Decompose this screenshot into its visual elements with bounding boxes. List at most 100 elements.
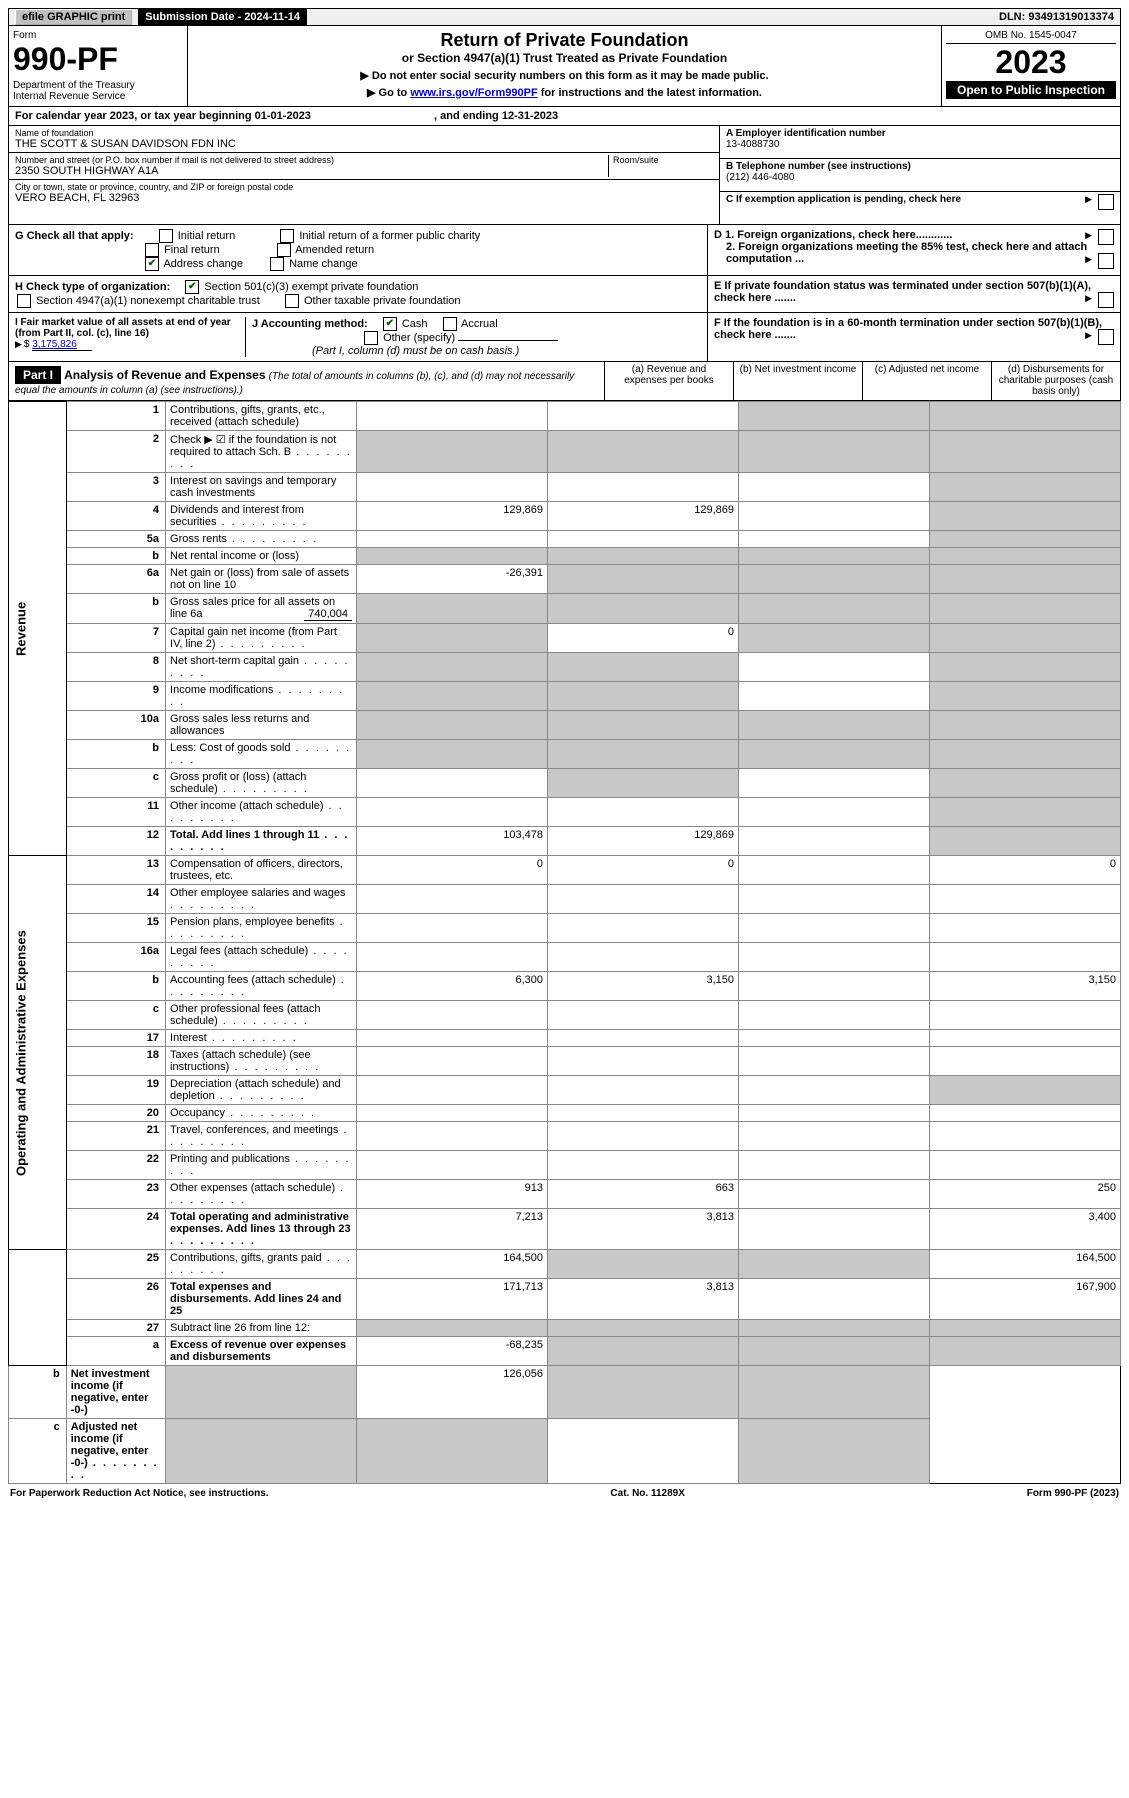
col-c-value [548, 1419, 739, 1484]
col-c-value [738, 711, 929, 740]
col-b-value [548, 548, 739, 565]
line-description: Capital gain net income (from Part IV, l… [166, 624, 357, 653]
department-label: Department of the TreasuryInternal Reven… [13, 80, 183, 102]
line-description: Other expenses (attach schedule) [166, 1180, 357, 1209]
cb-final-return[interactable] [145, 243, 159, 257]
expenses-side-label: Operating and Administrative Expenses [9, 856, 67, 1250]
col-a-value [166, 1366, 357, 1419]
line-description: Interest on savings and temporary cash i… [166, 473, 357, 502]
col-d-value [929, 914, 1120, 943]
table-row: 20Occupancy [9, 1105, 1121, 1122]
line-number: 11 [66, 798, 165, 827]
col-c-value [738, 1337, 929, 1366]
col-c-value [738, 740, 929, 769]
cb-other-method[interactable] [364, 331, 378, 345]
irs-link[interactable]: www.irs.gov/Form990PF [410, 87, 537, 99]
col-a-value [357, 653, 548, 682]
line-number: 19 [66, 1076, 165, 1105]
line-number: 2 [66, 431, 165, 473]
efile-button[interactable]: efile GRAPHIC print [15, 9, 132, 25]
col-c-value [738, 1047, 929, 1076]
col-d-value [929, 885, 1120, 914]
line-number: 15 [66, 914, 165, 943]
fmv-value[interactable]: 3,175,826 [32, 339, 92, 351]
cb-name-change[interactable] [270, 257, 284, 271]
line-number: a [66, 1337, 165, 1366]
cb-address-change[interactable] [145, 257, 159, 271]
d1-row: D 1. Foreign organizations, check here..… [714, 229, 1114, 241]
opt-final: Final return [164, 244, 220, 256]
blank-side [9, 1250, 67, 1366]
col-b-value [548, 1337, 739, 1366]
table-row: 10aGross sales less returns and allowanc… [9, 711, 1121, 740]
col-a-value [357, 943, 548, 972]
arrow-icon [1085, 229, 1094, 241]
table-row: 16aLegal fees (attach schedule) [9, 943, 1121, 972]
cal-end: 12-31-2023 [502, 110, 558, 122]
d1-checkbox[interactable] [1098, 229, 1114, 245]
col-c-value [738, 653, 929, 682]
info-left: Name of foundation THE SCOTT & SUSAN DAV… [9, 126, 719, 224]
f-label: F If the foundation is in a 60-month ter… [714, 317, 1102, 341]
cb-initial-return[interactable] [159, 229, 173, 243]
col-c-value [738, 1122, 929, 1151]
f-checkbox[interactable] [1098, 329, 1114, 345]
col-a-value: 164,500 [357, 1250, 548, 1279]
cb-other-taxable[interactable] [285, 294, 299, 308]
col-b-value [548, 1030, 739, 1047]
table-row: 21Travel, conferences, and meetings [9, 1122, 1121, 1151]
col-c-value [738, 856, 929, 885]
line-description: Contributions, gifts, grants paid [166, 1250, 357, 1279]
table-row: bNet rental income or (loss) [9, 548, 1121, 565]
line-number: b [66, 594, 165, 624]
cb-4947[interactable] [17, 294, 31, 308]
table-row: 27Subtract line 26 from line 12: [9, 1320, 1121, 1337]
cb-initial-former[interactable] [280, 229, 294, 243]
line-description: Check ▶ ☑ if the foundation is not requi… [166, 431, 357, 473]
table-row: 7Capital gain net income (from Part IV, … [9, 624, 1121, 653]
col-d-value [929, 1151, 1120, 1180]
col-a-value: -68,235 [357, 1337, 548, 1366]
note2-post: for instructions and the latest informat… [538, 87, 762, 99]
line-description: Total expenses and disbursements. Add li… [166, 1279, 357, 1320]
col-c-value [738, 502, 929, 531]
col-b-value [548, 1001, 739, 1030]
col-c-value [738, 1180, 929, 1209]
d2-checkbox[interactable] [1098, 253, 1114, 269]
table-row: 8Net short-term capital gain [9, 653, 1121, 682]
col-c-value [738, 1250, 929, 1279]
exemption-checkbox[interactable] [1098, 194, 1114, 210]
line-number: c [66, 769, 165, 798]
cb-amended[interactable] [277, 243, 291, 257]
col-a-value [357, 1047, 548, 1076]
col-b-value: 126,056 [357, 1366, 548, 1419]
info-right: A Employer identification number 13-4088… [719, 126, 1120, 224]
e-checkbox[interactable] [1098, 292, 1114, 308]
street-address: 2350 SOUTH HIGHWAY A1A [15, 165, 608, 177]
col-d-value [929, 827, 1120, 856]
col-b-value [548, 565, 739, 594]
col-a-value: 913 [357, 1180, 548, 1209]
col-d-value [929, 711, 1120, 740]
col-a-value [357, 1030, 548, 1047]
g-section: G Check all that apply: Initial return I… [9, 225, 707, 275]
col-b-value [548, 885, 739, 914]
other-specify-line[interactable] [458, 340, 558, 341]
opt-initial: Initial return [178, 230, 235, 242]
city-row: City or town, state or province, country… [9, 180, 719, 206]
opt-amended: Amended return [295, 244, 374, 256]
col-d-value [738, 1419, 929, 1484]
form-number: 990-PF [13, 41, 183, 78]
cb-cash[interactable] [383, 317, 397, 331]
col-b-value [357, 1419, 548, 1484]
top-bar: efile GRAPHIC print Submission Date - 20… [8, 8, 1121, 26]
col-b-value [548, 769, 739, 798]
table-row: 12Total. Add lines 1 through 11103,47812… [9, 827, 1121, 856]
table-row: 24Total operating and administrative exp… [9, 1209, 1121, 1250]
col-a-value [357, 798, 548, 827]
col-b-value [548, 1320, 739, 1337]
col-a-value: 0 [357, 856, 548, 885]
line-number: 3 [66, 473, 165, 502]
cb-501c3[interactable] [185, 280, 199, 294]
cb-accrual[interactable] [443, 317, 457, 331]
